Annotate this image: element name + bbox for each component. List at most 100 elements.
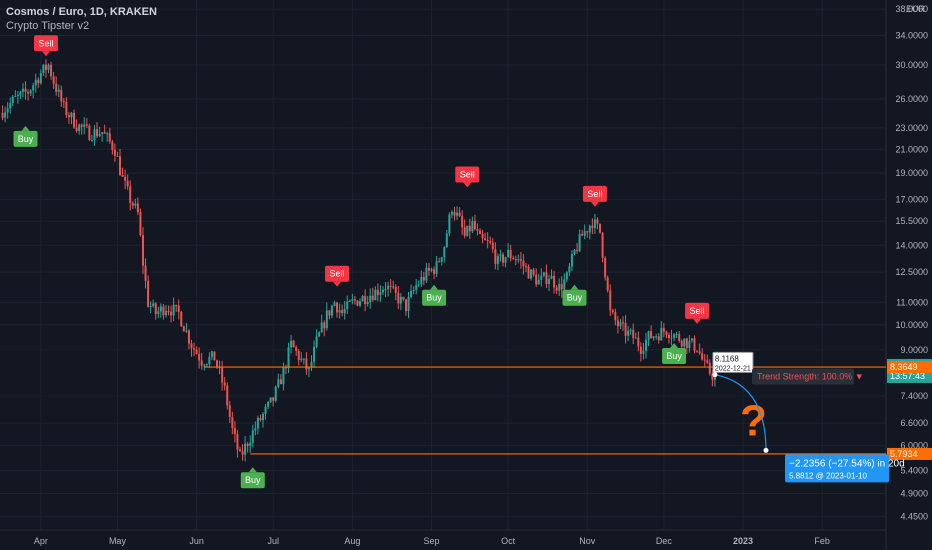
candle-body [489,241,492,243]
candle-body [356,300,359,306]
trend-strength-box [752,368,854,385]
candle-body [484,238,487,241]
candle-body [223,382,226,386]
candle-body [67,115,70,118]
candle-body [392,286,395,288]
candle-body [124,176,127,181]
candle-body [50,64,53,77]
candle-body [108,133,111,142]
y-tick-label: 34.0000 [895,30,928,40]
candle-body [157,311,160,315]
candle-body [341,310,344,314]
candle-body [504,257,507,263]
signal-pointer [463,182,472,188]
signal-pointer [333,281,342,287]
candle-body [662,327,665,332]
candle-body [412,290,415,292]
candle-body [264,406,267,414]
signal-label: Sell [38,38,53,48]
candle-body [226,385,229,406]
candle-body [461,216,464,228]
candle-body [88,125,91,141]
candle-body [660,327,663,341]
currency-label: EUR [906,4,926,14]
candle-body [195,349,198,355]
signal-label: Buy [245,475,261,485]
candle-body [42,64,45,73]
candle-body [473,221,476,230]
candle-body [27,92,30,94]
candle-body [221,367,224,383]
candle-body [269,397,272,402]
candle-body [517,259,520,261]
candle-body [547,279,550,284]
candle-body [466,225,469,236]
candle-body [90,140,93,142]
candle-body [708,362,711,374]
candle-body [116,155,119,157]
candle-body [647,331,650,340]
candle-body [422,276,425,281]
candle-body [512,257,515,260]
candle-body [4,112,7,118]
candle-body [29,90,32,94]
candle-body [642,350,645,354]
candle-body [175,304,178,306]
candle-body [126,180,129,187]
candle-body [44,64,47,70]
candle-body [433,269,436,274]
signal-buy-badge [662,348,687,365]
projection-change: −2.2356 (−27.54%) in 20d [789,458,905,469]
candle-body [394,286,397,293]
candle-body [290,340,293,348]
trend-strength-text: Trend Strength: 100.0% ▼ [757,372,864,382]
candle-body [154,303,157,315]
y-tick-label: 30.0000 [895,60,928,70]
candle-body [399,296,402,304]
candle-body [292,340,295,348]
candle-body [402,296,405,300]
y-tick-label: 23.0000 [895,123,928,133]
candle-body [236,434,239,450]
signal-pointer [670,343,679,349]
projection-start-dot [712,372,718,378]
indicator-name[interactable]: Crypto Tipster v2 [6,20,90,32]
candle-body [73,112,76,128]
candle-body [98,134,101,137]
candle-body [32,85,35,91]
x-tick-label: Jun [189,536,204,546]
candle-body [330,305,333,316]
candle-body [19,91,22,95]
candle-body [696,350,699,352]
candle-body [210,351,213,357]
x-tick-label: Feb [814,536,830,546]
signal-label: Sell [690,306,705,316]
candle-body [371,295,374,301]
candle-body [407,297,410,312]
candle-body [170,311,173,316]
candle-body [397,292,400,304]
signal-pointer [570,284,579,290]
candle-body [55,83,58,92]
y-tick-label: 10.0000 [895,320,928,330]
candle-body [302,358,305,360]
candle-body [576,249,579,252]
candle-body [244,443,247,455]
candle-body [627,330,630,336]
signal-sell-badge [33,35,58,52]
candle-body [147,280,150,307]
candle-body [379,292,382,295]
candle-body [540,275,543,280]
candle-body [65,102,68,116]
candle-body [609,290,612,311]
candle-body [690,338,693,341]
candle-body [177,305,180,312]
candle-body [494,249,497,264]
candle-body [479,230,482,234]
candle-body [333,302,336,306]
candle-body [336,302,339,313]
candle-body [307,367,310,370]
symbol-title[interactable]: Cosmos / Euro, 1D, KRAKEN [6,6,157,18]
